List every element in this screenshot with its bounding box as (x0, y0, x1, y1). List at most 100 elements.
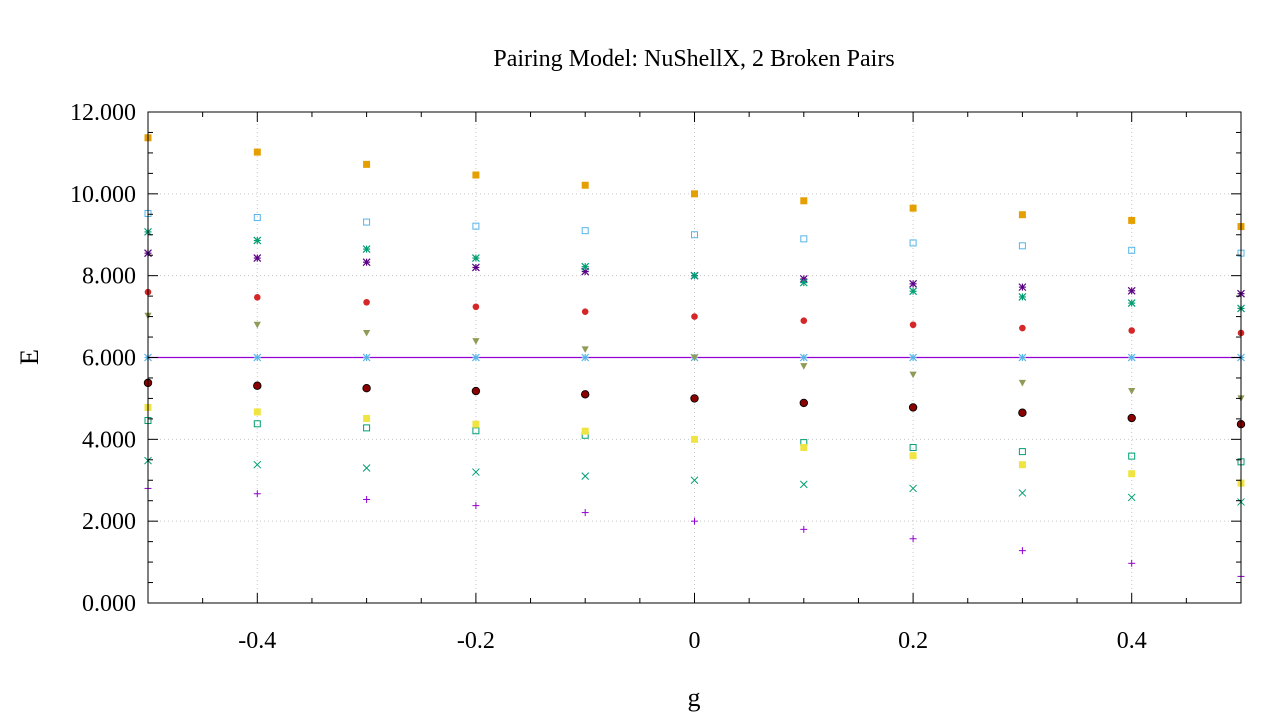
data-point-s10-7 (909, 287, 918, 296)
data-point-s12-9 (1128, 216, 1136, 224)
data-point-s6-6 (800, 399, 808, 407)
data-point-s11-6 (800, 235, 808, 243)
data-point-s9-1 (253, 254, 262, 262)
data-point-s0-5 (691, 517, 698, 525)
y-tick-label: 4.000 (82, 427, 136, 453)
data-point-s0-4 (581, 509, 589, 517)
data-point-s11-8 (1018, 242, 1026, 250)
data-point-s3-1 (253, 420, 261, 428)
y-tick-label: 10.000 (70, 182, 136, 208)
data-point-s10-9 (1127, 299, 1136, 308)
chart-title: Pairing Model: NuShellX, 2 Broken Pairs (493, 46, 894, 72)
data-point-s2-9 (1127, 353, 1136, 362)
data-point-s0-6 (800, 525, 808, 533)
data-point-s2-1 (253, 353, 262, 362)
data-point-s10-3 (471, 254, 480, 262)
data-point-s8-5 (691, 313, 698, 320)
data-point-s11-7 (909, 239, 917, 247)
data-point-s9-2 (362, 258, 371, 267)
data-point-s5-9 (1127, 413, 1136, 423)
data-point-s8-7 (909, 321, 917, 329)
data-point-s4-8 (1018, 461, 1026, 469)
data-point-s10-4 (581, 262, 590, 271)
x-tick-label: 0.4 (1117, 628, 1147, 654)
data-point-s11-3 (472, 222, 480, 230)
axis-ticks (147, 111, 1242, 604)
data-point-s4-9 (1128, 470, 1136, 478)
data-point-s11-4 (581, 227, 589, 235)
data-point-s6-7 (909, 404, 917, 411)
data-point-s6-4 (581, 391, 589, 398)
data-point-s10-2 (362, 245, 371, 253)
data-point-s11-5 (691, 231, 698, 239)
data-point-s4-2 (363, 414, 371, 422)
data-point-s2-7 (909, 353, 918, 362)
data-point-s12-3 (472, 171, 480, 179)
data-point-s3-3 (472, 427, 480, 435)
data-point-s9-3 (471, 263, 480, 272)
data-point-s12-1 (253, 148, 261, 156)
data-point-s10-8 (1018, 293, 1027, 301)
data-point-s9-7 (909, 279, 918, 288)
data-point-s7-3 (472, 338, 480, 345)
data-point-s0-9 (1128, 559, 1136, 567)
data-point-s1-1 (253, 460, 262, 469)
data-point-s5-5 (690, 394, 699, 403)
x-axis-label: g (688, 683, 701, 712)
y-tick-labels: 0.000 2.000 4.000 6.000 8.000 10.000 12.000 (70, 100, 136, 617)
data-point-s0-8 (1018, 547, 1026, 555)
data-point-s5-1 (253, 381, 262, 390)
data-point-s10-6 (799, 278, 808, 287)
y-tick-label: 12.000 (70, 100, 136, 126)
data-point-s2-8 (1018, 353, 1027, 362)
data-point-s12-7 (909, 204, 917, 212)
data-point-s0-1 (253, 490, 261, 498)
data-point-s5-8 (1018, 408, 1027, 417)
data-point-s11-1 (253, 214, 261, 222)
data-point-s0-2 (363, 495, 371, 503)
data-point-s7-2 (363, 329, 371, 337)
data-point-s1-3 (472, 468, 480, 476)
x-tick-label: -0.2 (457, 628, 495, 654)
data-point-s10-1 (253, 236, 262, 245)
data-point-s2-4 (581, 353, 590, 362)
data-point-s7-1 (253, 321, 261, 329)
data-point-s2-6 (799, 353, 808, 362)
data-point-s2-2 (362, 353, 371, 362)
data-point-s6-2 (363, 384, 370, 392)
data-point-s1-5 (690, 476, 699, 485)
data-point-s12-5 (691, 190, 698, 198)
data-point-s0-7 (909, 535, 917, 543)
data-point-s8-8 (1019, 324, 1026, 332)
data-point-s8-1 (253, 294, 261, 301)
data-point-s5-7 (908, 403, 918, 412)
data-point-s3-9 (1128, 452, 1136, 460)
y-tick-label: 8.000 (82, 264, 136, 290)
data-point-s5-6 (799, 398, 809, 408)
data-point-s8-6 (800, 317, 808, 324)
data-point-s9-8 (1018, 283, 1027, 292)
data-point-s4-6 (800, 444, 808, 452)
data-point-s11-2 (363, 218, 371, 226)
data-point-s2-3 (471, 353, 480, 362)
data-point-s6-3 (472, 387, 480, 395)
data-point-s1-7 (909, 484, 917, 493)
data-point-s12-2 (363, 160, 371, 168)
data-point-s3-8 (1018, 448, 1026, 456)
x-tick-label: 0 (689, 628, 701, 654)
data-point-s5-4 (581, 390, 590, 399)
data-point-s6-8 (1019, 409, 1026, 417)
data-point-s7-4 (581, 346, 589, 353)
data-point-s4-3 (472, 420, 480, 428)
data-point-s3-7 (909, 444, 917, 452)
data-point-s3-2 (363, 424, 371, 432)
y-axis-label: E (15, 349, 44, 365)
data-point-s11-9 (1128, 246, 1136, 254)
data-point-s7-7 (909, 371, 917, 379)
data-point-s12-6 (800, 197, 808, 205)
data-point-s8-9 (1128, 327, 1135, 334)
data-point-s1-6 (799, 480, 808, 489)
x-tick-label: -0.4 (238, 628, 276, 654)
data-point-s4-7 (909, 452, 917, 460)
